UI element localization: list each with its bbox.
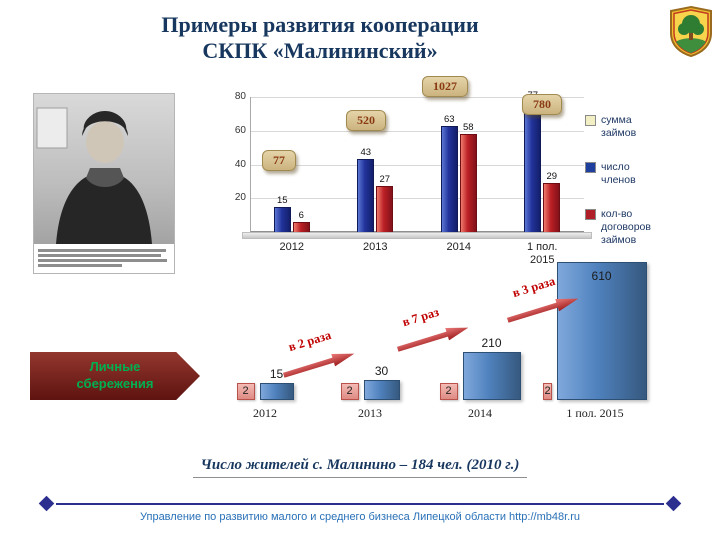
photo-image [34,94,174,244]
gridline [251,164,584,166]
members-count-bar [440,126,458,232]
caption-text-line [38,259,168,262]
savings-value-label: 30 [374,364,389,378]
gridline [251,198,584,200]
loan-contracts-bar [543,183,561,232]
residents-note: Число жителей с. Малинино – 184 чел. (20… [192,457,528,478]
slide-title: Примеры развития кооперации СКПК «Малини… [90,12,550,65]
legend-color-swatch [585,115,596,126]
title-line-2: СКПК «Малининский» [202,38,438,64]
bar-value-label: 29 [546,171,558,182]
chart-floor [242,232,592,239]
photo-elderly-woman [33,93,175,274]
bar-value-label: 58 [462,122,474,133]
x-axis-label: 2012 [253,406,277,420]
savings-bar [462,352,521,400]
diamond-icon [38,495,55,512]
loan-sum-callout: 520 [346,110,386,131]
bar-group: 63 58 [417,97,501,232]
legend-item: число членов [585,161,664,186]
lipetsk-coat-of-arms-icon [668,4,714,58]
savings-bar: 610 [556,262,647,400]
savings-bar [363,380,400,400]
loan-sum-callout: 77 [262,150,296,171]
footer-text: Управление по развитию малого и среднего… [140,511,580,523]
legend-label: число членов [601,161,636,186]
loan-sum-callout: 780 [522,94,562,115]
bar-value-label: 15 [276,195,288,206]
y-axis-tick-label: 80 [234,91,246,102]
bar-value-label: 63 [443,114,455,125]
photo-caption [34,244,174,273]
savings-bar-group: 2 15 [215,367,315,400]
x-axis-label: 1 пол. 2015 [527,241,558,266]
x-axis-label: 2012 [279,241,304,253]
small-value-box: 2 [543,383,552,400]
footer-divider [38,495,682,512]
bar-value-label: 6 [298,210,304,221]
caption-text-line [38,249,167,252]
gridline [251,130,584,132]
loan-sum-callout: 1027 [422,76,468,97]
savings-value-label: 15 [269,367,284,381]
bar-groups: 2 15 2 30 2 210 2 610 [200,258,680,400]
members-count-bar [524,102,542,232]
legend-item: сумма займов [585,114,664,139]
caption-text-line [38,254,161,257]
y-axis-tick-label: 40 [234,158,246,170]
savings-bar-group: 2 610 [543,262,647,400]
savings-value-label: 610 [591,269,612,283]
x-axis-label: 2014 [468,406,492,420]
small-value-box: 2 [236,383,255,400]
bar-group: 15 6 [250,97,334,232]
gridline [251,97,584,98]
members-count-bar [273,207,291,232]
savings-value-label: 210 [481,336,502,350]
legend-label: сумма займов [601,114,637,139]
chart-legend: сумма займов число членов кол-во договоров… [585,114,664,268]
bar-groups: 156432763587729 [250,90,585,232]
x-axis-label: 1 пол. 2015 [566,406,624,420]
bar-group: 43 27 [334,97,418,232]
x-axis: 2012 2013 2014 1 пол. 2015 [250,241,584,266]
legend-color-swatch [585,162,596,174]
x-axis: 2012 2013 2014 1 пол. 2015 [200,406,680,426]
y-axis-tick-label: 60 [234,124,246,136]
loan-contracts-bar [459,134,477,232]
plot-area [250,97,584,232]
savings-bar [259,383,294,400]
bar-value-label: 27 [379,174,391,185]
small-value-box: 2 [340,383,359,400]
x-axis-label: 2014 [446,241,471,253]
diamond-icon [665,495,682,512]
bar-value-label: 43 [360,147,372,158]
personal-savings-bar-chart: 2 15 2 30 2 210 2 610 2012 2013 2014 1 пол. 2015 в… [200,258,680,433]
loan-contracts-bar [376,186,394,232]
legend-item: кол-во договоров займов [585,208,664,246]
legend-color-swatch [585,209,596,221]
savings-bar-group: 2 210 [430,336,530,400]
legend-label: кол-во договоров займов [601,208,651,246]
savings-row-label: Личные сбережения [30,352,200,400]
caption-text-line [38,264,123,267]
savings-bar-group: 2 30 [320,364,420,400]
residents-note-row: Число жителей с. Малинино – 184 чел. (20… [0,456,720,478]
x-axis-label: 2013 [358,406,382,420]
y-axis-tick-label: 20 [234,192,246,204]
x-axis-label: 2013 [363,241,388,253]
loan-contracts-bar [292,222,310,232]
bar-group: 7729 [501,90,585,232]
small-value-box: 2 [439,383,458,400]
savings-row-label-text: Личные сбережения [76,359,154,391]
members-count-bar [357,159,375,232]
title-line-1: Примеры развития кооперации [161,12,479,37]
